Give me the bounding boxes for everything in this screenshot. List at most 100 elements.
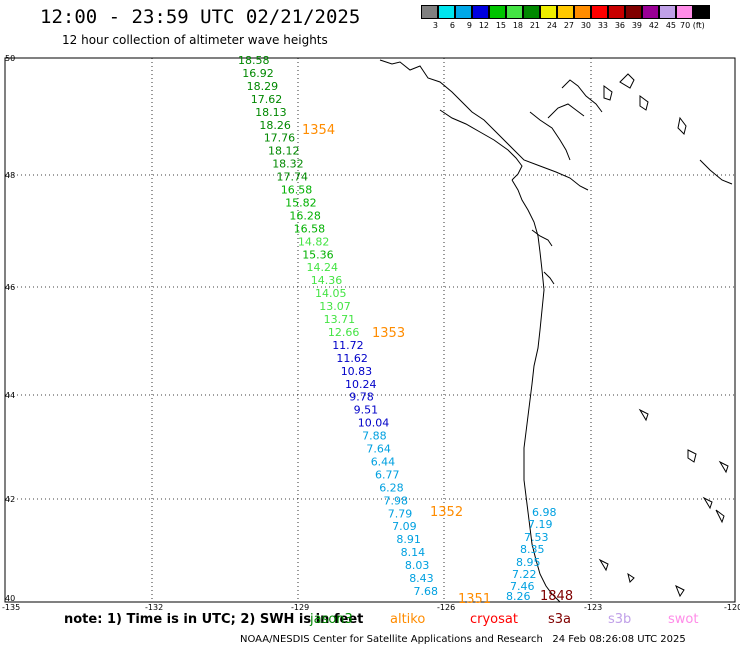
wave-height-value: 18.12 bbox=[268, 145, 300, 158]
color-scale-label: 42 bbox=[648, 21, 659, 30]
color-scale-label: 3 bbox=[432, 21, 438, 30]
pass-numbers: 1354 1353 1352 1351 1848 bbox=[302, 123, 573, 607]
legend-s3b: s3b bbox=[608, 612, 632, 627]
pass-number: 1351 bbox=[458, 592, 491, 607]
color-scale-label: 39 bbox=[631, 21, 642, 30]
lon-label-132: -132 bbox=[145, 603, 163, 612]
graticule bbox=[5, 58, 735, 602]
wave-height-value: 18.32 bbox=[272, 158, 304, 171]
wave-height-value: 10.04 bbox=[358, 417, 390, 430]
coastline bbox=[379, 59, 733, 603]
color-swatch bbox=[659, 5, 676, 19]
color-scale-label: 36 bbox=[614, 21, 625, 30]
color-swatch bbox=[574, 5, 591, 19]
pass-number: 1354 bbox=[302, 123, 335, 138]
color-swatch bbox=[523, 5, 540, 19]
wave-height-value: 18.26 bbox=[259, 119, 291, 132]
wave-height-value: 11.62 bbox=[336, 352, 368, 365]
color-scale bbox=[421, 5, 710, 19]
color-scale-label: 12 bbox=[478, 21, 489, 30]
wave-height-value: 18.29 bbox=[247, 80, 279, 93]
lon-label-120: -120 bbox=[724, 603, 740, 612]
wave-height-value: 12.66 bbox=[328, 326, 360, 339]
wave-height-value: 16.58 bbox=[294, 222, 326, 235]
map-frame bbox=[4, 57, 736, 603]
wave-height-value: 17.76 bbox=[264, 132, 296, 145]
wave-height-value: 18.13 bbox=[255, 106, 287, 119]
wave-height-value: 16.28 bbox=[289, 209, 321, 222]
color-swatch bbox=[608, 5, 625, 19]
wave-height-value: 7.09 bbox=[392, 520, 417, 533]
wave-height-value: 14.36 bbox=[311, 274, 343, 287]
wave-height-value: 17.62 bbox=[251, 93, 282, 106]
color-scale-label: 27 bbox=[563, 21, 574, 30]
color-swatch bbox=[557, 5, 574, 19]
wave-height-value: 9.78 bbox=[349, 391, 374, 404]
color-scale-label: 21 bbox=[529, 21, 540, 30]
lat-label-46: 46 bbox=[5, 283, 15, 292]
lat-label-40: 40 bbox=[5, 594, 15, 603]
color-scale-label: 70 (ft) bbox=[680, 21, 705, 30]
color-scale-label: 15 bbox=[495, 21, 506, 30]
wave-height-value: 7.64 bbox=[366, 443, 391, 456]
wave-height-value: 7.79 bbox=[388, 507, 413, 520]
wave-height-value: 15.82 bbox=[285, 196, 317, 209]
lon-label-123: -123 bbox=[584, 603, 602, 612]
wave-height-value: 18.58 bbox=[238, 54, 270, 67]
lat-label-44: 44 bbox=[5, 391, 15, 400]
wave-height-value: 9.51 bbox=[354, 404, 379, 417]
color-scale-label: 9 bbox=[466, 21, 472, 30]
lat-label-42: 42 bbox=[5, 495, 15, 504]
wave-height-value: 8.43 bbox=[409, 572, 434, 585]
pass-number: 1352 bbox=[430, 505, 463, 520]
color-swatch bbox=[693, 5, 710, 19]
color-swatch bbox=[642, 5, 659, 19]
wave-height-value: 6.28 bbox=[379, 481, 404, 494]
color-swatch bbox=[540, 5, 557, 19]
pass-number: 1848 bbox=[540, 589, 573, 604]
color-swatch bbox=[421, 5, 438, 19]
color-swatch bbox=[489, 5, 506, 19]
lat-label-50: 50 bbox=[5, 54, 15, 63]
map-subtitle: 12 hour collection of altimeter wave hei… bbox=[62, 33, 328, 47]
color-swatch bbox=[591, 5, 608, 19]
wave-height-value: 8.35 bbox=[520, 543, 545, 556]
color-swatch bbox=[625, 5, 642, 19]
wave-height-value: 7.88 bbox=[362, 430, 387, 443]
pass-number: 1353 bbox=[372, 326, 405, 341]
color-scale-label: 33 bbox=[597, 21, 608, 30]
lon-label-126: -126 bbox=[437, 603, 455, 612]
wave-height-value: 6.77 bbox=[375, 468, 400, 481]
wave-height-value: 7.53 bbox=[524, 531, 549, 544]
wave-height-value: 6.98 bbox=[532, 506, 557, 519]
wave-height-value: 8.91 bbox=[396, 533, 421, 546]
wave-height-value: 13.07 bbox=[319, 300, 351, 313]
wave-height-value: 7.22 bbox=[512, 568, 537, 581]
wave-height-value: 17.74 bbox=[277, 171, 309, 184]
wave-height-value: 14.82 bbox=[298, 235, 330, 248]
color-scale-label: 6 bbox=[449, 21, 455, 30]
credit-footer: NOAA/NESDIS Center for Satellite Applica… bbox=[240, 634, 686, 645]
map-title: 12:00 - 23:59 UTC 02/21/2025 bbox=[40, 6, 361, 28]
note-text: note: 1) Time is in UTC; 2) SWH is in fe… bbox=[64, 612, 364, 627]
wave-height-value: 14.05 bbox=[315, 287, 347, 300]
color-scale-label: 24 bbox=[546, 21, 557, 30]
wave-height-value: 10.24 bbox=[345, 378, 377, 391]
wave-height-value: 7.98 bbox=[384, 494, 409, 507]
jason3-track: 18.5816.9218.2917.6218.1318.2617.7618.12… bbox=[238, 54, 438, 598]
wave-height-value: 10.83 bbox=[341, 365, 373, 378]
wave-height-value: 8.26 bbox=[506, 590, 531, 603]
wave-height-value: 11.72 bbox=[332, 339, 364, 352]
color-scale-label: 18 bbox=[512, 21, 523, 30]
wave-height-value: 7.19 bbox=[528, 518, 553, 531]
wave-height-value: 15.36 bbox=[302, 248, 334, 261]
wave-height-value: 8.03 bbox=[405, 559, 430, 572]
color-scale-label: 30 bbox=[580, 21, 591, 30]
lon-label-129: -129 bbox=[291, 603, 309, 612]
legend-altiko: altiko bbox=[390, 612, 426, 627]
color-swatch bbox=[506, 5, 523, 19]
color-scale-label: 45 bbox=[665, 21, 676, 30]
color-swatch bbox=[455, 5, 472, 19]
wave-height-value: 8.95 bbox=[516, 556, 541, 569]
wave-height-value: 14.24 bbox=[307, 261, 339, 274]
